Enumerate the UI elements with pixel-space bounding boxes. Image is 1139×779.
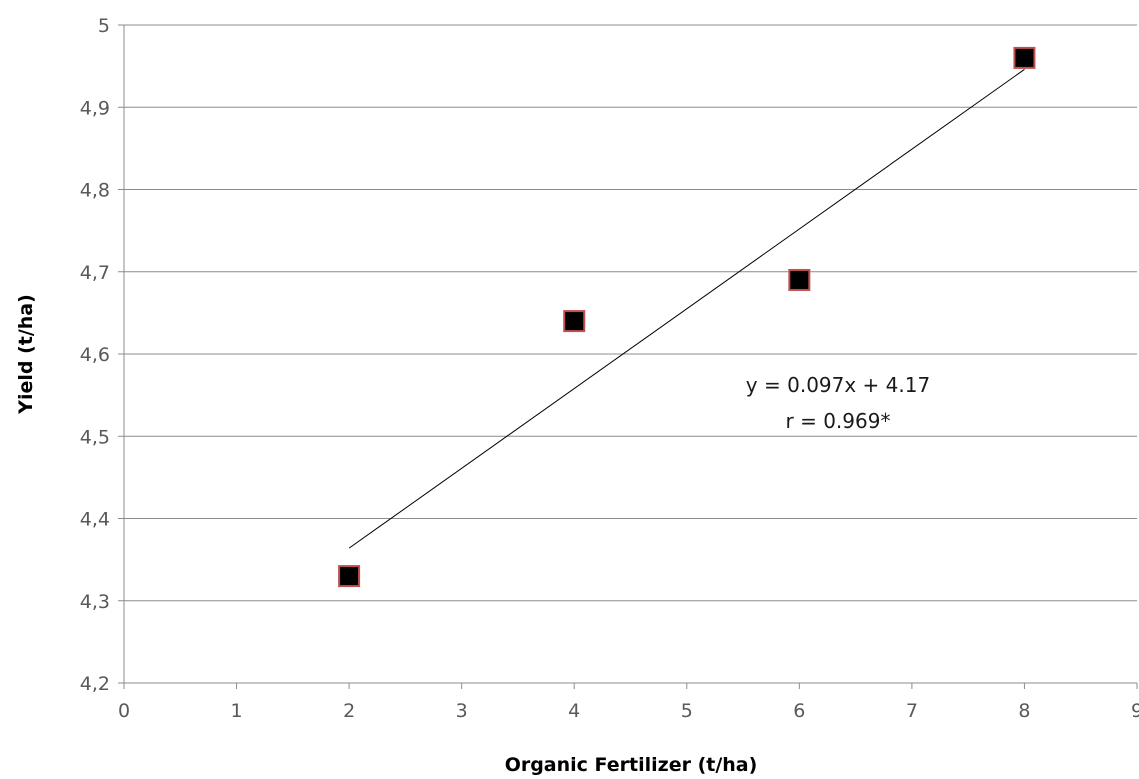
y-axis-title: Yield (t/ha) <box>15 294 37 415</box>
x-tick-label: 1 <box>231 700 243 722</box>
y-tick-label: 4,9 <box>80 97 110 119</box>
y-tick-label: 4,4 <box>80 509 110 531</box>
y-tick-label: 5 <box>98 15 110 37</box>
x-tick-label: 2 <box>343 700 355 722</box>
data-point <box>338 565 361 588</box>
data-point <box>788 268 811 291</box>
x-tick-label: 9 <box>1131 700 1139 722</box>
x-axis-title: Organic Fertilizer (t/ha) <box>505 754 758 776</box>
trendline-group <box>348 69 1025 549</box>
data-points <box>338 46 1036 588</box>
x-tick-label: 0 <box>118 700 130 722</box>
y-tick-label: 4,6 <box>80 344 110 366</box>
r-value-annotation: r = 0.969* <box>786 409 891 433</box>
y-tick-label: 4,8 <box>80 180 110 202</box>
gridlines <box>124 24 1137 602</box>
y-tick-label: 4,5 <box>80 426 110 448</box>
x-tick-label: 4 <box>568 700 580 722</box>
tick-labels: 4,2 4,3 4,4 4,5 4,6 4,7 4,8 4,9 5 0 1 2 3 4 5 6 7 8 9 <box>80 15 1139 722</box>
equation-annotation: y = 0.097x + 4.17 <box>746 373 930 397</box>
y-tick-label: 4,3 <box>80 591 110 613</box>
x-tick-label: 8 <box>1018 700 1030 722</box>
x-tick-label: 5 <box>681 700 693 722</box>
x-tick-label: 3 <box>456 700 468 722</box>
data-point <box>1013 46 1036 69</box>
x-tick-label: 7 <box>906 700 918 722</box>
y-tick-label: 4,7 <box>80 262 110 284</box>
axes <box>118 24 1138 689</box>
x-tick-label: 6 <box>793 700 805 722</box>
y-tick-label: 4,2 <box>80 673 110 695</box>
trendline <box>348 69 1025 549</box>
data-point <box>563 310 586 333</box>
